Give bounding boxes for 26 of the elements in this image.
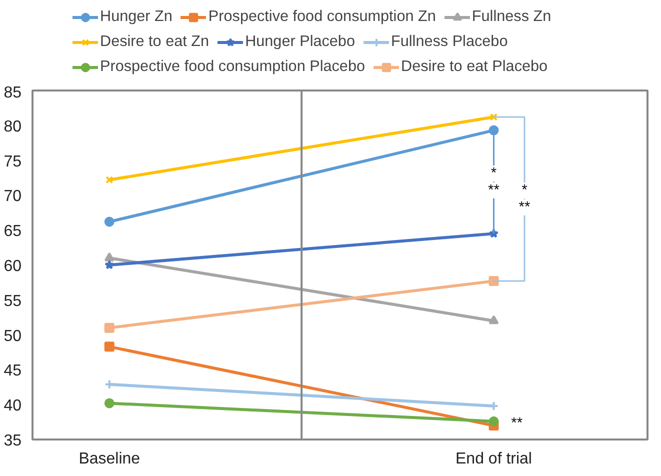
y-tick-label: 40 [4, 398, 22, 415]
annotation: * [490, 166, 497, 182]
y-tick-label: 75 [4, 153, 22, 170]
x-tick-label: End of trial [456, 450, 532, 468]
y-tick-label: 55 [4, 292, 22, 310]
legend-label: Hunger Zn [100, 8, 172, 26]
annotation: ** [488, 182, 500, 198]
y-tick-label: 35 [4, 432, 22, 450]
y-tick-label: 65 [4, 223, 22, 240]
y-tick-label: 60 [4, 258, 22, 275]
legend-label: Prospective food consumption Placebo [100, 58, 365, 76]
annotation: ** [518, 199, 530, 216]
legend-label: Desire to eat Zn [100, 33, 210, 51]
y-tick-label: 50 [4, 328, 22, 345]
legend-label: Hunger Placebo [245, 33, 355, 51]
y-tick-label: 80 [4, 118, 22, 136]
x-tick-label: Baseline [78, 450, 140, 468]
y-tick-label: 70 [4, 188, 22, 206]
y-tick-label: 45 [4, 362, 22, 380]
annotation: * [522, 182, 528, 199]
legend-label: Desire to eat Placebo [401, 58, 548, 76]
legend-label: Fullness Placebo [391, 33, 508, 51]
y-tick-label: 85 [4, 84, 22, 102]
annotation: ** [511, 415, 523, 432]
legend-label: Fullness Zn [472, 8, 552, 26]
legend-label: Prospective food consumption Zn [208, 8, 436, 26]
